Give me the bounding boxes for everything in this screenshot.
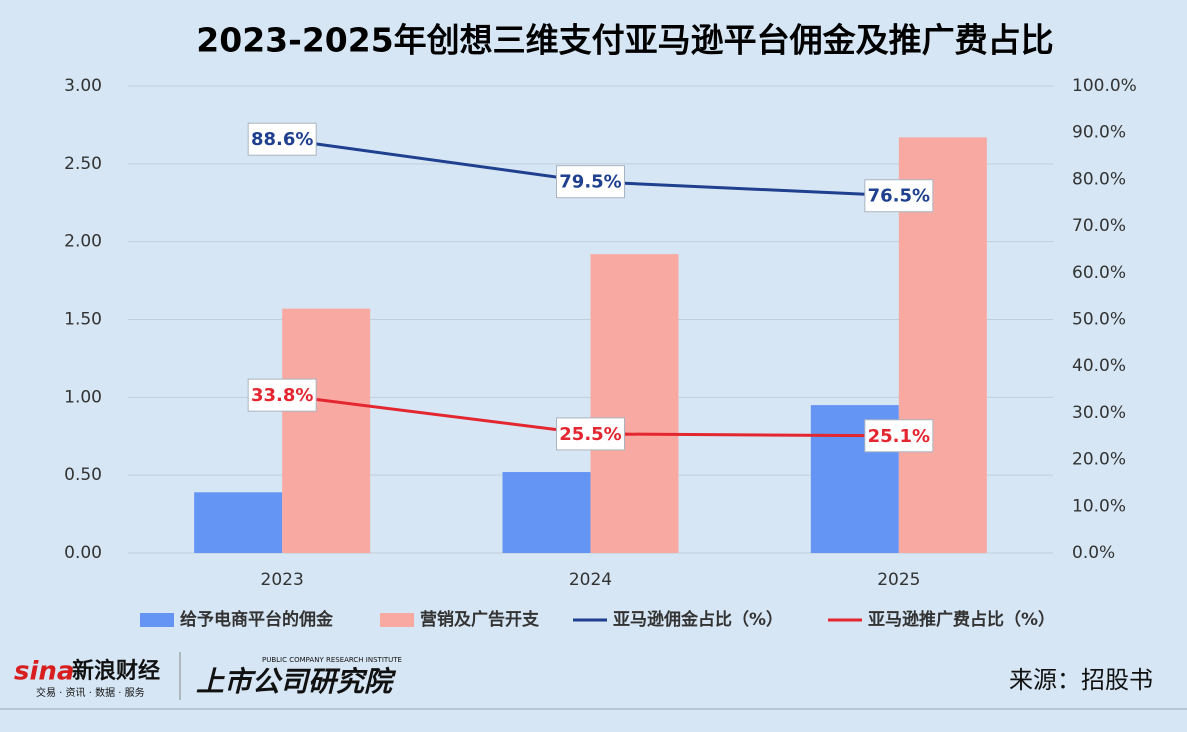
x-tick-label: 2023 bbox=[261, 570, 304, 590]
data-label: 25.5% bbox=[559, 424, 621, 445]
y2-tick-label: 10.0% bbox=[1072, 496, 1126, 516]
y2-tick-label: 70.0% bbox=[1072, 216, 1126, 236]
y-tick-label: 0.50 bbox=[64, 465, 102, 485]
data-label: 33.8% bbox=[251, 385, 313, 406]
y2-tick-label: 60.0% bbox=[1072, 263, 1126, 283]
y2-tick-label: 40.0% bbox=[1072, 356, 1126, 376]
y2-tick-label: 100.0% bbox=[1072, 76, 1137, 96]
y-tick-label: 3.00 bbox=[64, 76, 102, 96]
data-label: 88.6% bbox=[251, 129, 313, 150]
logo: 新浪财经 bbox=[72, 658, 160, 684]
legend-label: 营销及广告开支 bbox=[420, 609, 540, 630]
institute: 上市公司研究院 bbox=[196, 665, 397, 698]
y2-tick-label: 30.0% bbox=[1072, 403, 1126, 423]
y-tick-label: 1.00 bbox=[64, 387, 102, 407]
data-label-box bbox=[556, 165, 625, 199]
legend-label: 亚马逊推广费占比（%） bbox=[868, 609, 1055, 630]
data-label-box bbox=[864, 419, 934, 453]
data-label: 25.1% bbox=[868, 426, 930, 447]
source: 来源：招股书 bbox=[1009, 666, 1153, 694]
y-tick-label: 2.50 bbox=[64, 154, 102, 174]
bar bbox=[502, 472, 591, 553]
y2-tick-label: 90.0% bbox=[1072, 123, 1126, 143]
legend-label: 给予电商平台的佣金 bbox=[180, 609, 334, 630]
data-label-box bbox=[247, 378, 317, 412]
data-label: 76.5% bbox=[868, 186, 930, 207]
y-tick-label: 0.00 bbox=[64, 543, 102, 563]
y-tick-label: 1.50 bbox=[64, 310, 102, 330]
data-label-box bbox=[864, 179, 934, 213]
y2-tick-label: 20.0% bbox=[1072, 450, 1126, 470]
logo-tagline: 交易 · 资讯 · 数据 · 服务 bbox=[36, 686, 145, 699]
legend-label: 亚马逊佣金占比（%） bbox=[613, 609, 783, 630]
y2-tick-label: 80.0% bbox=[1072, 169, 1126, 189]
data-label: 79.5% bbox=[559, 172, 621, 193]
y-tick-label: 2.00 bbox=[64, 232, 102, 252]
y2-tick-label: 0.0% bbox=[1072, 543, 1115, 563]
y2-tick-label: 50.0% bbox=[1072, 310, 1126, 330]
data-label-box bbox=[556, 417, 625, 451]
x-tick-label: 2024 bbox=[569, 570, 612, 590]
x-tick-label: 2025 bbox=[877, 570, 920, 590]
data-label-box bbox=[247, 122, 317, 156]
bar bbox=[590, 254, 679, 553]
legend-swatch bbox=[140, 613, 174, 627]
logo-mark: sina bbox=[14, 657, 74, 687]
bar bbox=[282, 308, 371, 553]
chart-title: 2023-2025年创想三维支付亚马逊平台佣金及推广费占比 bbox=[196, 21, 1053, 60]
institute-tagline: PUBLIC COMPANY RESEARCH INSTITUTE bbox=[262, 656, 402, 664]
bar bbox=[194, 492, 283, 553]
legend-swatch bbox=[380, 613, 414, 627]
